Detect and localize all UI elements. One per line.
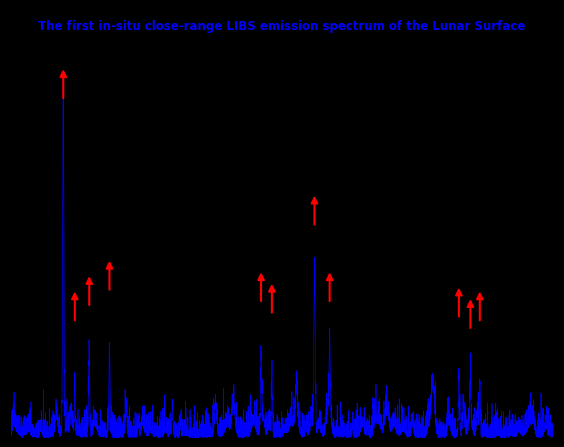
Title: The first in-situ close-range LIBS emission spectrum of the Lunar Surface: The first in-situ close-range LIBS emiss… [38,20,526,33]
